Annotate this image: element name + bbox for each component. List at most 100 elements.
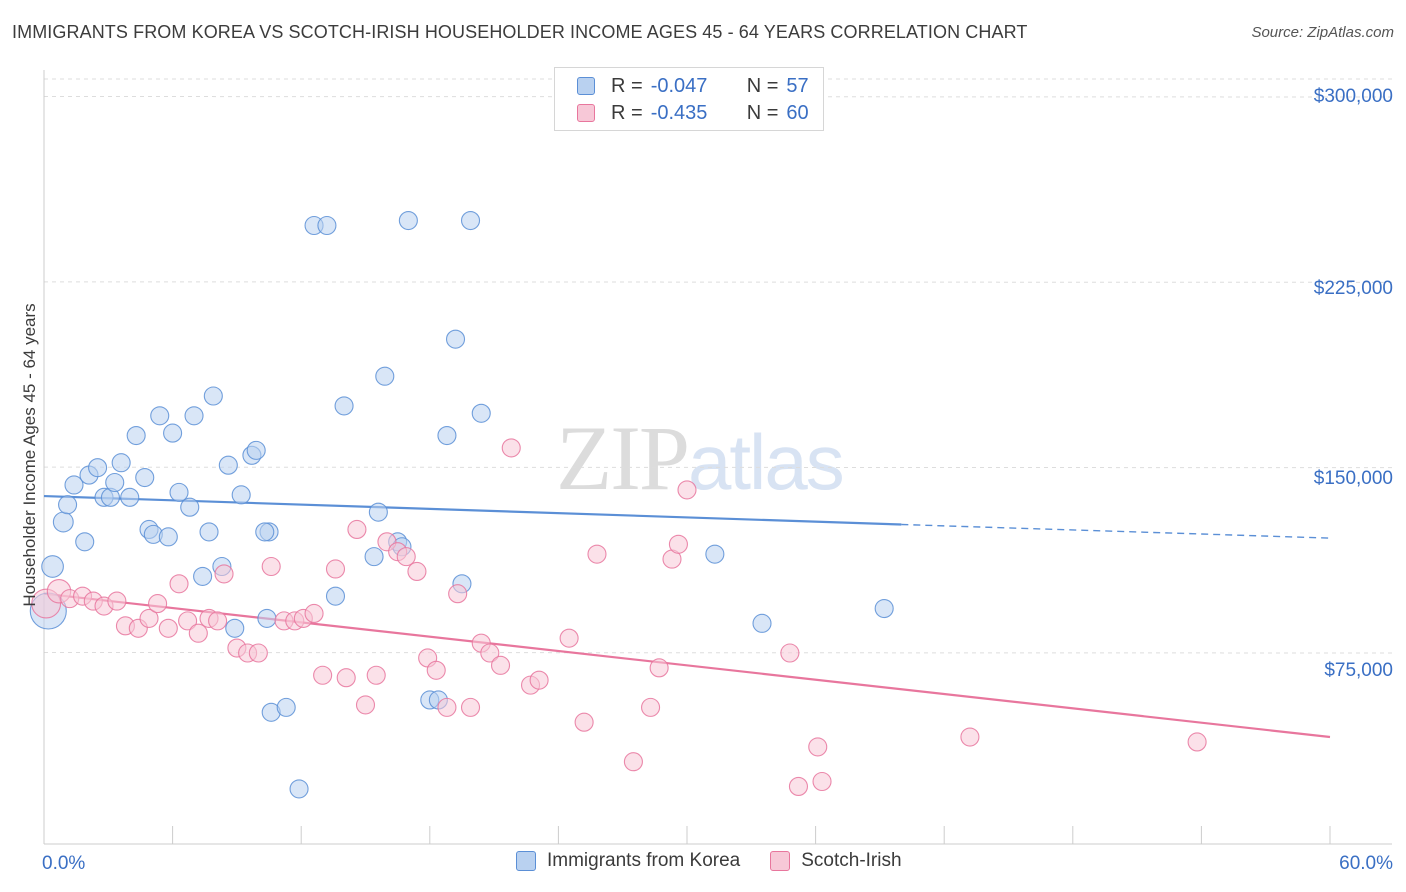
data-point-scotch-irish (437, 697, 457, 717)
data-point-korea (75, 532, 95, 552)
data-point-korea (246, 440, 266, 460)
data-point-korea (231, 485, 251, 505)
data-point-korea (105, 472, 125, 493)
axes (43, 70, 1392, 845)
data-point-scotch-irish (261, 556, 281, 577)
data-point-scotch-irish (355, 695, 376, 715)
legend-item-korea: Immigrants from Korea (516, 850, 740, 872)
data-point-korea (180, 497, 200, 517)
y-tick-label: $300,000 (1313, 86, 1393, 107)
data-point-korea (445, 329, 466, 349)
data-point-korea (120, 487, 140, 507)
data-point-korea (460, 211, 481, 231)
series-legend: Immigrants from Korea Scotch-Irish (516, 850, 932, 872)
data-point-korea (334, 396, 354, 416)
data-point-scotch-irish (808, 737, 828, 757)
data-point-scotch-irish (812, 771, 832, 792)
data-point-scotch-irish (169, 574, 189, 594)
watermark-atlas: atlas (688, 418, 845, 506)
data-point-scotch-irish (649, 658, 669, 678)
chart-title: IMMIGRANTS FROM KOREA VS SCOTCH-IRISH HO… (12, 22, 1028, 42)
data-point-scotch-irish (178, 611, 198, 631)
r-label: R = (611, 101, 643, 124)
data-point-korea (317, 215, 337, 236)
x-tick-label: 60.0% (1339, 853, 1393, 874)
legend-label: Scotch-Irish (801, 850, 902, 871)
correlation-legend: R = -0.047 N = 57 R = -0.435 N = 60 (554, 67, 824, 131)
data-point-korea (289, 779, 309, 799)
data-point-scotch-irish (139, 608, 159, 628)
grid-line (43, 281, 1393, 283)
legend-swatch-korea (516, 851, 536, 871)
legend-swatch-korea (577, 77, 595, 95)
data-point-scotch-irish (587, 544, 607, 564)
data-point-korea (364, 547, 384, 567)
data-point-scotch-irish (668, 534, 688, 554)
data-point-korea (88, 458, 108, 478)
data-point-korea (225, 618, 245, 638)
data-point-korea (184, 406, 204, 426)
data-point-scotch-irish (214, 564, 234, 584)
n-label: N = (746, 101, 779, 124)
grid-lines (43, 78, 1393, 654)
data-point-scotch-irish (208, 611, 228, 631)
data-point-scotch-irish (336, 668, 356, 688)
trend-line-korea (43, 494, 902, 526)
r-value: -0.047 (650, 74, 708, 97)
data-point-scotch-irish (448, 584, 468, 604)
watermark-zip: ZIP (556, 407, 690, 509)
data-point-scotch-irish (574, 712, 594, 732)
data-point-scotch-irish (366, 665, 386, 685)
data-point-scotch-irish (148, 594, 168, 614)
data-point-korea (874, 598, 894, 619)
n-label: N = (746, 74, 779, 97)
data-point-scotch-irish (780, 643, 800, 663)
data-point-korea (471, 403, 491, 423)
data-point-korea (257, 608, 277, 628)
data-point-korea (163, 423, 183, 443)
data-point-scotch-irish (304, 603, 324, 624)
data-point-korea (169, 482, 189, 502)
data-point-scotch-irish (325, 559, 346, 579)
data-point-scotch-irish (788, 776, 809, 796)
data-point-korea (276, 697, 296, 717)
data-point-korea (126, 425, 146, 446)
data-point-korea (218, 455, 238, 475)
legend-label: Immigrants from Korea (547, 850, 741, 871)
data-point-korea (705, 544, 725, 564)
legend-swatch-scotch-irish (770, 851, 791, 871)
data-point-scotch-irish (529, 670, 549, 690)
data-point-korea (52, 511, 74, 533)
n-value: 60 (786, 101, 809, 124)
n-value: 57 (786, 74, 809, 97)
trend-line-scotch-irish (43, 592, 1331, 739)
source-label: Source: ZipAtlas.com (1251, 24, 1394, 41)
data-point-scotch-irish (960, 727, 980, 747)
data-point-scotch-irish (1187, 732, 1207, 752)
data-point-scotch-irish (677, 480, 697, 500)
data-point-korea (368, 502, 388, 522)
data-point-korea (135, 468, 155, 488)
legend-row-scotch-irish: R = -0.435 N = 60 (577, 101, 809, 125)
data-point-korea (752, 613, 772, 633)
data-points (29, 211, 1207, 799)
trend-lines (43, 494, 1331, 739)
watermark: ZIPatlas (556, 405, 845, 511)
data-point-scotch-irish (188, 623, 208, 643)
data-point-scotch-irish (460, 697, 481, 717)
y-axis-label: Householder Income Ages 45 - 64 years (20, 303, 39, 607)
data-point-scotch-irish (623, 752, 643, 772)
data-point-scotch-irish (158, 618, 178, 638)
data-point-scotch-irish (313, 665, 333, 685)
data-point-korea (158, 527, 178, 547)
r-value: -0.435 (650, 101, 708, 124)
data-point-scotch-irish (248, 643, 268, 663)
data-point-scotch-irish (426, 660, 446, 680)
r-label: R = (611, 74, 643, 97)
data-point-scotch-irish (501, 438, 521, 458)
x-tick-label: 0.0% (42, 853, 86, 874)
data-point-scotch-irish (407, 561, 427, 582)
legend-item-scotch-irish: Scotch-Irish (770, 850, 902, 872)
data-point-scotch-irish (480, 643, 500, 663)
